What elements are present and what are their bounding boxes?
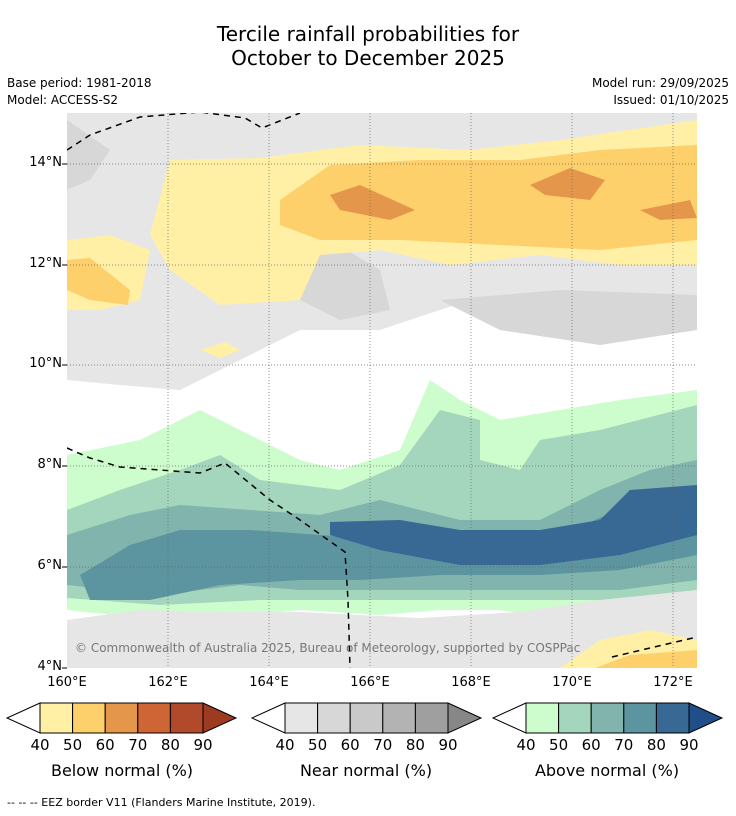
legend-tick-label: 60 xyxy=(340,736,360,754)
legend-swatch xyxy=(72,702,106,734)
below-normal-60-patch-c xyxy=(640,200,697,220)
legend-swatch xyxy=(137,702,171,734)
legend-swatch xyxy=(655,702,690,734)
eez-border-north xyxy=(67,113,301,151)
copyright-notice: © Commonwealth of Australia 2025, Bureau… xyxy=(75,641,581,655)
legend-tick-label: 40 xyxy=(275,736,295,754)
legend-tick-label: 90 xyxy=(193,736,213,754)
legend-tick-label: 60 xyxy=(581,736,601,754)
legend-tick-label: 70 xyxy=(373,736,393,754)
legend-swatch xyxy=(349,702,384,734)
chart-title: Tercile rainfall probabilities for Octob… xyxy=(0,22,736,70)
lon-label: 160°E xyxy=(47,675,87,690)
colorbar-legends xyxy=(5,702,724,734)
legend-tick-label: 70 xyxy=(614,736,634,754)
above-normal-80-region xyxy=(330,485,697,565)
lon-label: 168°E xyxy=(451,675,491,690)
lon-label: 162°E xyxy=(148,675,188,690)
lon-label: 164°E xyxy=(249,675,289,690)
legend-tick-label: 50 xyxy=(63,736,83,754)
legend-arrow-right xyxy=(447,702,483,734)
legend-swatch xyxy=(623,702,657,734)
below-normal-50-region xyxy=(280,145,697,250)
legend-swatch xyxy=(414,702,449,734)
legend-arrow-right xyxy=(688,702,724,734)
legend-tick-label: 90 xyxy=(679,736,699,754)
legend-tick-label: 80 xyxy=(405,736,425,754)
legend-tick-label: 40 xyxy=(516,736,536,754)
title-line-2: October to December 2025 xyxy=(231,46,505,70)
axis-ticks xyxy=(62,163,67,669)
rainfall-map xyxy=(62,113,697,669)
legend-tick-label: 50 xyxy=(549,736,569,754)
near-normal-region-south xyxy=(67,590,697,668)
eez-footnote: -- -- -- EEZ border V11 (Flanders Marine… xyxy=(7,796,316,809)
legend-swatch xyxy=(525,702,560,734)
legend-arrow-left xyxy=(250,702,286,734)
legend-arrow-left xyxy=(491,702,527,734)
legend-swatch xyxy=(169,702,204,734)
title-line-1: Tercile rainfall probabilities for xyxy=(216,22,520,46)
legend-tick-label: 60 xyxy=(95,736,115,754)
legend-arrow-left xyxy=(5,702,41,734)
legend-tick-label: 80 xyxy=(160,736,180,754)
legend-title: Below normal (%) xyxy=(50,761,194,780)
legend-tick-label: 80 xyxy=(646,736,666,754)
below-normal-60-patch-a xyxy=(330,185,415,220)
meta-right: Model run: 29/09/2025 Issued: 01/10/2025 xyxy=(592,75,729,109)
lat-label: 14°N xyxy=(29,155,62,170)
lat-label: 6°N xyxy=(37,558,63,573)
legend-swatch xyxy=(590,702,625,734)
legend-tick-label: 90 xyxy=(438,736,458,754)
issued-date: Issued: 01/10/2025 xyxy=(613,93,729,107)
legend-swatch xyxy=(317,702,351,734)
below-normal-60-patch-b xyxy=(530,168,605,200)
legend-swatch xyxy=(39,702,74,734)
below-normal-40-small xyxy=(200,342,240,358)
legend-tick-label: 50 xyxy=(308,736,328,754)
legend-title: Above normal (%) xyxy=(534,761,680,780)
base-period: Base period: 1981-2018 xyxy=(7,76,152,90)
meta-left: Base period: 1981-2018 Model: ACCESS-S2 xyxy=(7,75,152,109)
near-normal-50-patch-c xyxy=(67,120,110,190)
near-normal-50-patch-b xyxy=(440,290,697,345)
below-normal-50-south-top xyxy=(595,650,697,668)
map-fields xyxy=(67,113,697,668)
legend-title: Near normal (%) xyxy=(299,761,433,780)
legend-swatch xyxy=(558,702,592,734)
lon-label: 170°E xyxy=(552,675,592,690)
lon-label: 166°E xyxy=(350,675,390,690)
lon-label: 172°E xyxy=(653,675,693,690)
model-name: Model: ACCESS-S2 xyxy=(7,93,119,107)
lat-label: 10°N xyxy=(29,356,62,371)
legend-swatch xyxy=(382,702,416,734)
legend-tick-label: 70 xyxy=(128,736,148,754)
lat-label: 4°N xyxy=(37,659,63,674)
legend-tick-label: 40 xyxy=(30,736,50,754)
eez-border-west xyxy=(67,447,351,668)
legend-swatch xyxy=(104,702,139,734)
legend-arrow-right xyxy=(202,702,238,734)
eez-border-south xyxy=(611,636,697,658)
lat-label: 8°N xyxy=(37,457,63,472)
below-normal-50-west xyxy=(67,258,130,305)
lat-label: 12°N xyxy=(29,256,62,271)
model-run: Model run: 29/09/2025 xyxy=(591,76,729,90)
graticule xyxy=(67,113,697,668)
legend-swatch xyxy=(284,702,319,734)
